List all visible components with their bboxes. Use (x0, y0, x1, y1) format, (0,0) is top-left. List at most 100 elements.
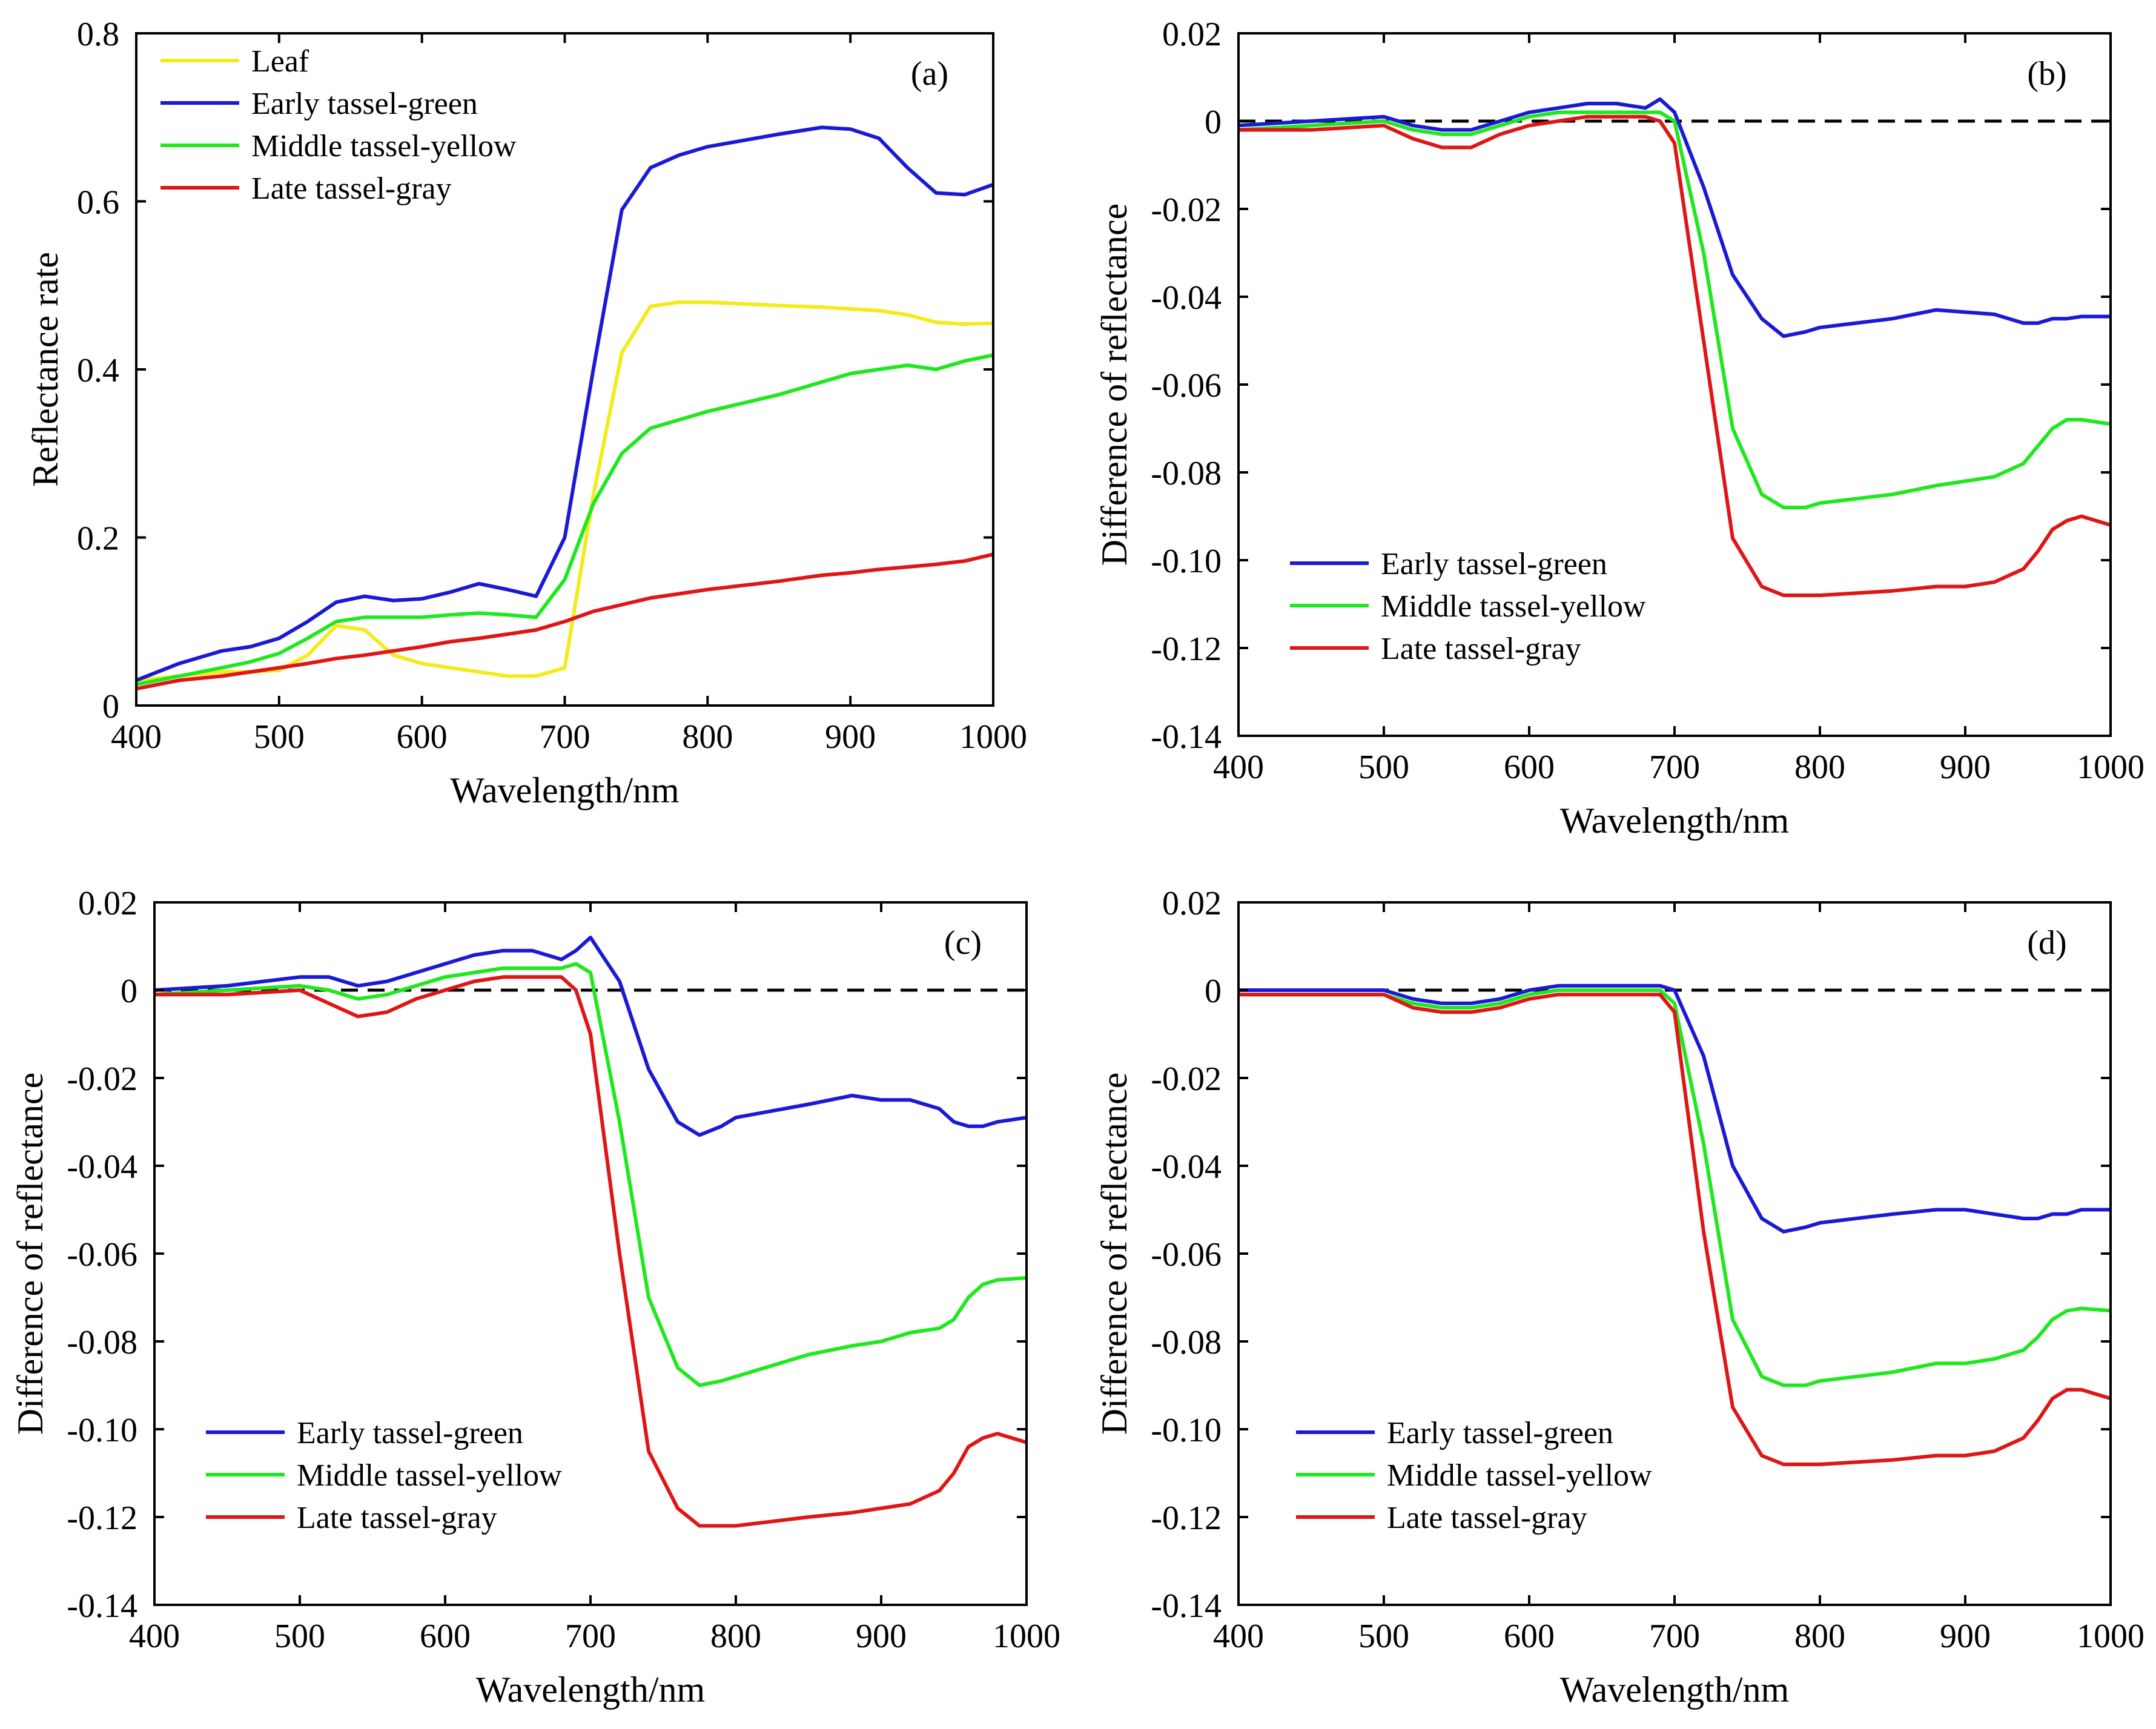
y-tick-label: 0.4 (77, 352, 119, 389)
y-tick-label: -0.10 (1151, 543, 1222, 580)
panel-1: 400 500 600 700 800 900 1000 0 0.2 0.4 0.6 0.8 Wavel… (25, 16, 1027, 810)
x-tick-label: 500 (1358, 749, 1409, 786)
y-tick-label: -0.14 (67, 1587, 137, 1625)
legend-label: Middle tassel-yellow (1381, 589, 1646, 624)
y-tick-label: -0.02 (1151, 1060, 1222, 1098)
y-tick-label: 0.02 (78, 885, 137, 922)
y-tick-label: -0.04 (1151, 1148, 1222, 1186)
legend-label: Late tassel-gray (251, 171, 452, 206)
x-tick-label: 800 (1794, 1618, 1845, 1655)
y-axis-label: Difference of reflectance (10, 1073, 50, 1435)
y-tick-label: -0.02 (67, 1060, 137, 1098)
x-tick-label: 1000 (2077, 749, 2144, 786)
legend: Early tassel-green Middle tassel-yellow La… (1296, 1416, 1652, 1535)
series-line-middle (154, 962, 1027, 1387)
legend-label: Early tassel-green (1381, 547, 1607, 581)
series-line-middle (136, 353, 993, 687)
y-tick-label: -0.04 (67, 1148, 137, 1186)
legend-label: Middle tassel-yellow (1387, 1458, 1652, 1493)
x-tick-label: 400 (129, 1618, 180, 1655)
y-tick-label: -0.04 (1151, 279, 1222, 317)
x-tick-label: 800 (1794, 749, 1845, 786)
y-axis-label: Difference of reflectance (1094, 1073, 1134, 1435)
y-tick-label: 0 (121, 973, 137, 1010)
y-tick-label: 0.2 (77, 520, 119, 558)
panel-tag: (b) (2027, 55, 2066, 93)
y-tick-label: 0 (102, 688, 119, 726)
series-line-late (1238, 114, 2111, 597)
x-tick-label: 1000 (959, 718, 1027, 756)
x-axis-label: Wavelength/nm (1560, 1670, 1789, 1710)
legend-label: Early tassel-green (297, 1416, 523, 1450)
x-tick-label: 400 (111, 718, 162, 756)
x-tick-label: 1000 (993, 1618, 1060, 1655)
x-tick-label: 700 (565, 1618, 616, 1655)
y-axis-label: Reflectance rate (25, 252, 65, 487)
y-tick-label: 0 (1205, 973, 1222, 1010)
x-tick-label: 700 (1649, 749, 1700, 786)
y-tick-label: 0.02 (1162, 16, 1222, 53)
series-group (1238, 97, 2111, 597)
panel-4: 400 500 600 700 800 900 1000 -0.14 -0.12 -0.10 -0.… (1094, 885, 2144, 1710)
x-axis-label: Wavelength/nm (476, 1670, 705, 1710)
series-group (154, 936, 1027, 1528)
y-tick-label: 0.6 (77, 184, 119, 222)
x-tick-label: 700 (540, 718, 590, 756)
legend-label: Middle tassel-yellow (297, 1458, 562, 1493)
x-tick-label: 900 (1940, 1618, 1991, 1655)
y-tick-label: -0.12 (1151, 630, 1222, 668)
x-tick-label: 600 (420, 1618, 471, 1655)
legend-label: Middle tassel-yellow (251, 129, 517, 164)
series-line-late (154, 975, 1027, 1528)
legend-label: Late tassel-gray (1381, 632, 1581, 666)
y-tick-label: -0.12 (67, 1499, 137, 1537)
x-tick-label: 600 (1504, 1618, 1555, 1655)
legend-label: Early tassel-green (251, 87, 478, 121)
y-tick-label: 0 (1205, 104, 1222, 141)
x-tick-label: 400 (1213, 749, 1264, 786)
x-tick-label: 500 (274, 1618, 325, 1655)
legend-label: Early tassel-green (1387, 1416, 1613, 1450)
legend-label: Leaf (251, 44, 309, 79)
x-tick-label: 800 (710, 1618, 761, 1655)
panel-tag: (d) (2027, 924, 2066, 962)
y-tick-label: 0.8 (77, 16, 119, 53)
legend: Early tassel-green Middle tassel-yellow La… (1290, 547, 1646, 666)
y-tick-label: -0.12 (1151, 1499, 1222, 1537)
series-line-middle (1238, 988, 2111, 1387)
x-tick-label: 900 (825, 718, 876, 756)
panel-3: 400 500 600 700 800 900 1000 -0.14 -0.12 -0.10 -0.… (10, 885, 1060, 1710)
x-axis-label: Wavelength/nm (1560, 801, 1789, 841)
x-tick-label: 600 (1504, 749, 1555, 786)
x-tick-label: 600 (397, 718, 448, 756)
series-line-early (1238, 984, 2111, 1234)
y-tick-label: -0.14 (1151, 1587, 1222, 1625)
series-line-middle (1238, 110, 2111, 509)
plot-frame (153, 901, 1028, 1606)
x-tick-label: 400 (1213, 1618, 1264, 1655)
series-group (1238, 984, 2111, 1466)
series-line-leaf (136, 300, 993, 683)
legend: Early tassel-green Middle tassel-yellow La… (206, 1416, 562, 1535)
x-tick-label: 500 (1358, 1618, 1409, 1655)
series-line-early (136, 125, 993, 683)
panel-tag: (c) (944, 924, 982, 962)
y-tick-label: -0.08 (67, 1324, 137, 1361)
panel-2: 400 500 600 700 800 900 1000 -0.14 -0.12 -0.10 -0.… (1094, 16, 2144, 841)
x-tick-label: 700 (1649, 1618, 1700, 1655)
y-axis-label: Difference of reflectance (1094, 203, 1134, 566)
legend-label: Late tassel-gray (297, 1501, 497, 1535)
plot-frame (1237, 32, 2112, 737)
x-tick-label: 900 (1940, 749, 1991, 786)
x-tick-label: 800 (682, 718, 733, 756)
x-tick-label: 500 (254, 718, 305, 756)
series-group (136, 125, 993, 691)
series-line-early (154, 936, 1027, 1137)
y-tick-label: -0.06 (67, 1236, 137, 1274)
legend: Leaf Early tassel-green Middle tassel-yell… (160, 44, 517, 206)
y-tick-label: -0.06 (1151, 1236, 1222, 1274)
x-tick-label: 1000 (2077, 1618, 2144, 1655)
series-line-late (136, 552, 993, 691)
y-tick-label: -0.10 (1151, 1412, 1222, 1449)
